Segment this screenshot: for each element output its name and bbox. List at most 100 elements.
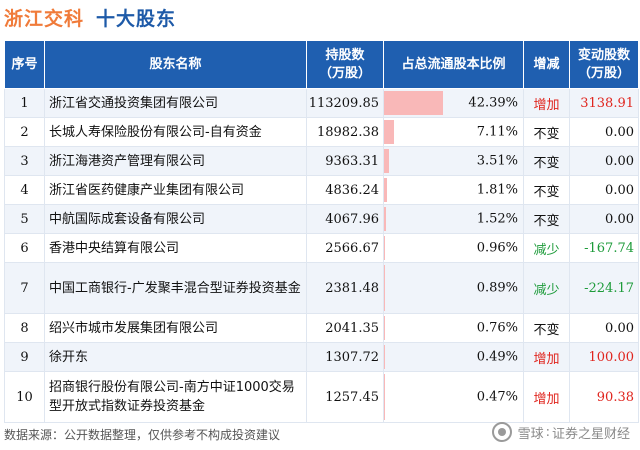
delta-value: 0.00 bbox=[569, 204, 639, 234]
ratio-value: 1.52% bbox=[476, 211, 518, 227]
company-title: 浙江交科 bbox=[4, 7, 85, 30]
shareholder-name: 浙江海港资产管理有限公司 bbox=[44, 146, 307, 176]
ratio-cell: 1.52% bbox=[383, 204, 524, 234]
row-index: 8 bbox=[4, 313, 45, 343]
ratio-value: 0.76% bbox=[476, 320, 518, 336]
table-row: 9 徐开东 1307.72 0.49% 增加 100.00 bbox=[4, 342, 639, 372]
ratio-value: 3.51% bbox=[476, 153, 518, 169]
table-header-row: 序号 股东名称 持股数 （万股） 占总流通股本比例 增减 变动股数 （万股） bbox=[4, 40, 639, 89]
delta-value: 0.00 bbox=[569, 313, 639, 343]
col-header-change: 增减 bbox=[523, 40, 570, 89]
shares-value: 2566.67 bbox=[306, 233, 384, 263]
ratio-cell: 0.49% bbox=[383, 342, 524, 372]
shareholder-name: 长城人寿保险股份有限公司-自有资金 bbox=[44, 117, 307, 147]
change-status: 增加 bbox=[523, 342, 570, 372]
delta-value: 0.00 bbox=[569, 117, 639, 147]
col-header-delta-line2: （万股） bbox=[577, 65, 630, 81]
change-status: 增加 bbox=[523, 88, 570, 118]
brand-watermark: 雪球 : 证券之星财经 bbox=[491, 422, 630, 442]
ratio-bar bbox=[384, 120, 394, 144]
ratio-bar bbox=[384, 149, 389, 173]
ratio-bar bbox=[384, 207, 387, 231]
shareholders-table: 序号 股东名称 持股数 （万股） 占总流通股本比例 增减 变动股数 （万股） 1… bbox=[4, 40, 639, 423]
change-status: 不变 bbox=[523, 175, 570, 205]
shares-value: 2041.35 bbox=[306, 313, 384, 343]
brand-name: 雪球 bbox=[517, 426, 544, 442]
col-header-name: 股东名称 bbox=[44, 40, 307, 89]
change-status: 不变 bbox=[523, 313, 570, 343]
row-index: 3 bbox=[4, 146, 45, 176]
ratio-value: 0.47% bbox=[476, 389, 518, 405]
row-index: 5 bbox=[4, 204, 45, 234]
col-header-shares-line1: 持股数 bbox=[325, 47, 365, 63]
brand-separator: : bbox=[545, 424, 550, 440]
delta-value: 90.38 bbox=[569, 371, 639, 423]
shares-value: 4067.96 bbox=[306, 204, 384, 234]
col-header-delta-line1: 变动股数 bbox=[577, 47, 630, 63]
ratio-value: 0.96% bbox=[476, 240, 518, 256]
data-source-note: 数据来源：公开数据整理，仅供参考不构成投资建议 bbox=[4, 428, 281, 442]
row-index: 1 bbox=[4, 88, 45, 118]
shareholder-name: 徐开东 bbox=[44, 342, 307, 372]
change-status: 不变 bbox=[523, 117, 570, 147]
change-status: 不变 bbox=[523, 204, 570, 234]
row-index: 7 bbox=[4, 262, 45, 314]
ratio-bar bbox=[384, 345, 385, 369]
ratio-bar bbox=[384, 91, 443, 115]
shareholder-name: 招商银行股份有限公司-南方中证1000交易型开放式指数证券投资基金 bbox=[44, 371, 307, 423]
table-row: 2 长城人寿保险股份有限公司-自有资金 18982.38 7.11% 不变 0.00 bbox=[4, 117, 639, 147]
ratio-bar bbox=[384, 178, 387, 202]
shares-value: 18982.38 bbox=[306, 117, 384, 147]
delta-value: 0.00 bbox=[569, 146, 639, 176]
table-row: 3 浙江海港资产管理有限公司 9363.31 3.51% 不变 0.00 bbox=[4, 146, 639, 176]
ratio-cell: 1.81% bbox=[383, 175, 524, 205]
shares-value: 4836.24 bbox=[306, 175, 384, 205]
ratio-bar bbox=[384, 236, 386, 260]
shares-value: 2381.48 bbox=[306, 262, 384, 314]
ratio-cell: 7.11% bbox=[383, 117, 524, 147]
table-row: 7 中国工商银行-广发聚丰混合型证券投资基金 2381.48 0.89% 减少 -224.… bbox=[4, 262, 639, 314]
change-status: 减少 bbox=[523, 262, 570, 314]
delta-value: 3138.91 bbox=[569, 88, 639, 118]
ratio-cell: 0.89% bbox=[383, 262, 524, 314]
table-body: 1 浙江省交通投资集团有限公司 113209.85 42.39% 增加 3138.91 2 长… bbox=[4, 88, 639, 423]
shares-value: 1257.45 bbox=[306, 371, 384, 423]
delta-value: -224.17 bbox=[569, 262, 639, 314]
shareholder-name: 香港中央结算有限公司 bbox=[44, 233, 307, 263]
shares-value: 113209.85 bbox=[306, 88, 384, 118]
col-header-shares-line2: （万股） bbox=[318, 65, 371, 81]
ratio-value: 7.11% bbox=[476, 124, 518, 140]
ratio-value: 1.81% bbox=[476, 182, 518, 198]
change-status: 增加 bbox=[523, 371, 570, 423]
snowball-logo-icon bbox=[491, 422, 512, 442]
delta-value: -167.74 bbox=[569, 233, 639, 263]
col-header-ratio: 占总流通股本比例 bbox=[383, 40, 524, 89]
row-index: 6 bbox=[4, 233, 45, 263]
table-row: 10 招商银行股份有限公司-南方中证1000交易型开放式指数证券投资基金 1257.… bbox=[4, 371, 639, 423]
change-status: 不变 bbox=[523, 146, 570, 176]
row-index: 2 bbox=[4, 117, 45, 147]
shareholder-name: 浙江省医药健康产业集团有限公司 bbox=[44, 175, 307, 205]
row-index: 4 bbox=[4, 175, 45, 205]
change-status: 减少 bbox=[523, 233, 570, 263]
table-row: 1 浙江省交通投资集团有限公司 113209.85 42.39% 增加 3138.91 bbox=[4, 88, 639, 118]
table-row: 6 香港中央结算有限公司 2566.67 0.96% 减少 -167.74 bbox=[4, 233, 639, 263]
col-header-shares: 持股数 （万股） bbox=[306, 40, 384, 89]
ratio-value: 42.39% bbox=[468, 95, 518, 111]
ratio-cell: 0.96% bbox=[383, 233, 524, 263]
brand-tagline: 证券之星财经 bbox=[551, 426, 630, 442]
shareholder-name: 中航国际成套设备有限公司 bbox=[44, 204, 307, 234]
ratio-cell: 0.47% bbox=[383, 371, 524, 423]
ratio-cell: 0.76% bbox=[383, 313, 524, 343]
delta-value: 0.00 bbox=[569, 175, 639, 205]
ratio-bar bbox=[384, 374, 385, 420]
table-row: 4 浙江省医药健康产业集团有限公司 4836.24 1.81% 不变 0.00 bbox=[4, 175, 639, 205]
shares-value: 9363.31 bbox=[306, 146, 384, 176]
shareholder-name: 浙江省交通投资集团有限公司 bbox=[44, 88, 307, 118]
delta-value: 100.00 bbox=[569, 342, 639, 372]
row-index: 10 bbox=[4, 371, 45, 423]
col-header-idx: 序号 bbox=[4, 40, 45, 89]
ratio-cell: 42.39% bbox=[383, 88, 524, 118]
shareholder-name: 绍兴市城市发展集团有限公司 bbox=[44, 313, 307, 343]
table-row: 8 绍兴市城市发展集团有限公司 2041.35 0.76% 不变 0.00 bbox=[4, 313, 639, 343]
